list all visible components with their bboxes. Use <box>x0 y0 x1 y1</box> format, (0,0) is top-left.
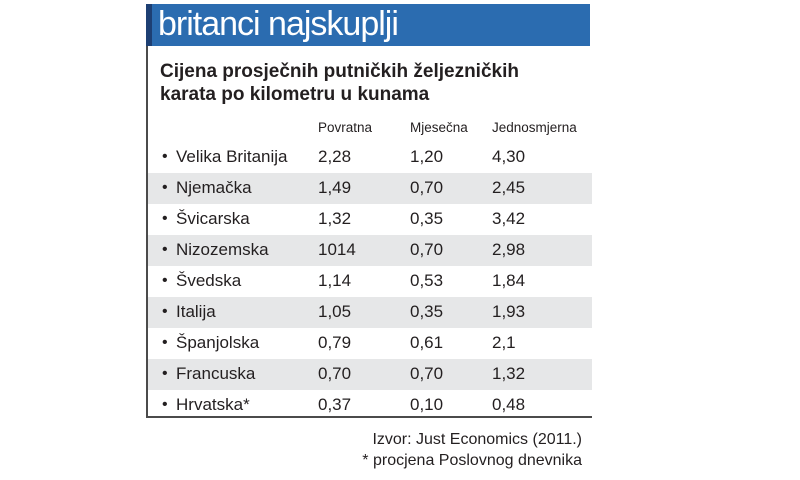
price-cell: 1,14 <box>318 271 352 290</box>
table-row: • Italija 1,05 0,35 1,93 <box>148 297 592 328</box>
price-cell: 0,79 <box>318 333 352 352</box>
price-cell: 0,61 <box>410 333 444 352</box>
price-cell: 3,42 <box>492 209 526 228</box>
price-cell: 1,32 <box>318 209 352 228</box>
bottom-rule <box>146 416 592 418</box>
price-cell: 2,28 <box>318 147 352 166</box>
country-label: Velika Britanija <box>176 147 288 166</box>
price-cell: 0,53 <box>410 271 444 290</box>
table-row: • Švedska 1,14 0,53 1,84 <box>148 266 592 297</box>
price-cell: 2,45 <box>492 178 526 197</box>
table-row: • Velika Britanija 2,28 1,20 4,30 <box>148 142 592 173</box>
column-header-mjesecna: Mjesečna <box>410 120 468 135</box>
country-label: Italija <box>176 302 216 321</box>
price-cell: 0,70 <box>410 240 444 259</box>
infographic: britanci najskuplji Cijena prosječnih pu… <box>146 0 592 480</box>
column-header-povratna: Povratna <box>318 120 373 135</box>
price-cell: 2,1 <box>492 333 516 352</box>
bullet-icon: • <box>162 148 168 165</box>
bullet-icon: • <box>162 334 168 351</box>
header-bar: britanci najskuplji <box>146 4 590 46</box>
bullet-icon: • <box>162 303 168 320</box>
bullet-icon: • <box>162 396 168 413</box>
price-cell: 2,98 <box>492 240 526 259</box>
price-cell: 0,70 <box>410 364 444 383</box>
price-cell: 0,70 <box>410 178 444 197</box>
headline: britanci najskuplji <box>158 5 399 43</box>
price-cell: 1,49 <box>318 178 352 197</box>
country-label: Španjolska <box>176 333 260 352</box>
bullet-icon: • <box>162 210 168 227</box>
source-note: Izvor: Just Economics (2011.) <box>372 431 582 448</box>
price-cell: 0,70 <box>318 364 352 383</box>
price-cell: 1,84 <box>492 271 526 290</box>
table-row: • Švicarska 1,32 0,35 3,42 <box>148 204 592 235</box>
table-title: Cijena prosječnih putničkih željezničkih… <box>160 61 519 105</box>
price-cell: 0,48 <box>492 395 526 414</box>
table-panel: Cijena prosječnih putničkih željezničkih… <box>146 46 592 416</box>
price-cell: 1,05 <box>318 302 352 321</box>
table-row: • Hrvatska* 0,37 0,10 0,48 <box>148 390 592 421</box>
table-row: • Nizozemska 1014 0,70 2,98 <box>148 235 592 266</box>
footnote: * procjena Poslovnog dnevnika <box>362 452 582 469</box>
column-header-jednosmjerna: Jednosmjerna <box>492 120 577 135</box>
country-label: Hrvatska* <box>176 395 250 414</box>
country-label: Švicarska <box>176 209 250 228</box>
price-cell: 0,35 <box>410 209 444 228</box>
country-label: Nizozemska <box>176 240 269 259</box>
bullet-icon: • <box>162 241 168 258</box>
price-cell: 0,37 <box>318 395 352 414</box>
price-cell: 1,32 <box>492 364 526 383</box>
header-accent <box>146 4 152 46</box>
table-row: • Francuska 0,70 0,70 1,32 <box>148 359 592 390</box>
table-row: • Španjolska 0,79 0,61 2,1 <box>148 328 592 359</box>
price-cell: 0,10 <box>410 395 444 414</box>
price-cell: 1,93 <box>492 302 526 321</box>
country-label: Švedska <box>176 271 242 290</box>
table-row: • Njemačka 1,49 0,70 2,45 <box>148 173 592 204</box>
price-cell: 1014 <box>318 240 356 259</box>
price-cell: 4,30 <box>492 147 526 166</box>
country-label: Njemačka <box>176 178 252 197</box>
price-cell: 0,35 <box>410 302 444 321</box>
country-label: Francuska <box>176 364 256 383</box>
price-cell: 1,20 <box>410 147 444 166</box>
bullet-icon: • <box>162 272 168 289</box>
bullet-icon: • <box>162 365 168 382</box>
bullet-icon: • <box>162 179 168 196</box>
